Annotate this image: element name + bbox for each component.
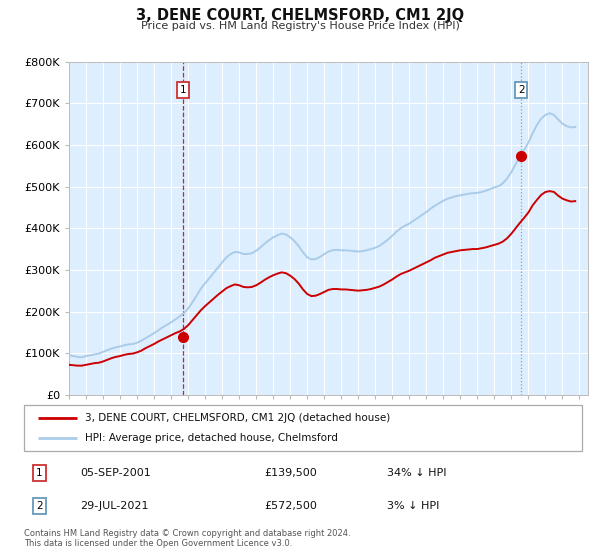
Text: 3, DENE COURT, CHELMSFORD, CM1 2JQ (detached house): 3, DENE COURT, CHELMSFORD, CM1 2JQ (deta… [85,413,391,423]
Text: 05-SEP-2001: 05-SEP-2001 [80,468,151,478]
Text: Contains HM Land Registry data © Crown copyright and database right 2024.: Contains HM Land Registry data © Crown c… [24,529,350,538]
Text: 34% ↓ HPI: 34% ↓ HPI [387,468,446,478]
Text: 2: 2 [518,85,524,95]
Text: 1: 1 [37,468,43,478]
Text: £139,500: £139,500 [264,468,317,478]
Text: 2: 2 [37,501,43,511]
Text: 3% ↓ HPI: 3% ↓ HPI [387,501,439,511]
Text: Price paid vs. HM Land Registry's House Price Index (HPI): Price paid vs. HM Land Registry's House … [140,21,460,31]
Text: 3, DENE COURT, CHELMSFORD, CM1 2JQ: 3, DENE COURT, CHELMSFORD, CM1 2JQ [136,8,464,24]
Text: This data is licensed under the Open Government Licence v3.0.: This data is licensed under the Open Gov… [24,539,292,548]
Text: 1: 1 [179,85,186,95]
Text: £572,500: £572,500 [264,501,317,511]
Text: HPI: Average price, detached house, Chelmsford: HPI: Average price, detached house, Chel… [85,433,338,443]
Text: 29-JUL-2021: 29-JUL-2021 [80,501,148,511]
